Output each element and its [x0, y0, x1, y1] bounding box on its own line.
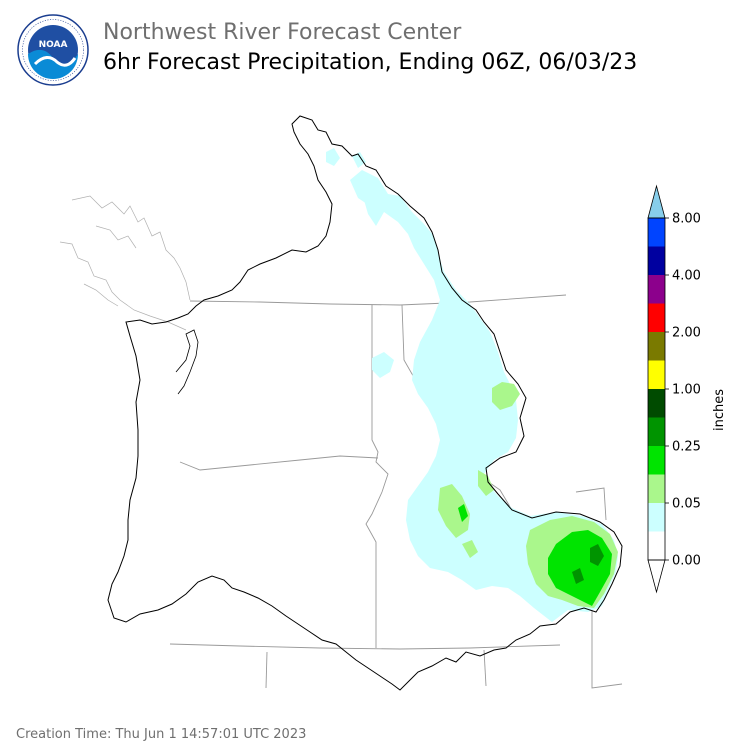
legend-tick-label: 2.00	[672, 326, 701, 341]
legend-bin	[648, 218, 665, 247]
noaa-logo-icon: NOAA	[17, 14, 89, 86]
legend-tick-label: 0.00	[672, 554, 701, 569]
puget-sound	[175, 329, 199, 395]
legend-under-arrow	[647, 559, 666, 594]
legend-bin	[648, 503, 665, 532]
precip-heavier	[572, 544, 604, 584]
legend-bin	[648, 275, 665, 304]
org-title: Northwest River Forecast Center	[103, 20, 462, 45]
legend-bin	[648, 360, 665, 389]
legend-unit-label: inches	[712, 389, 727, 431]
legend-bin	[648, 446, 665, 475]
product-title: 6hr Forecast Precipitation, Ending 06Z, …	[103, 50, 638, 75]
basin-outline	[107, 115, 623, 691]
legend-tick-label: 0.25	[672, 440, 701, 455]
legend-over-arrow	[647, 184, 666, 219]
legend-bin	[648, 332, 665, 361]
creation-time: Creation Time: Thu Jun 1 14:57:01 UTC 20…	[16, 727, 307, 742]
state-borders	[169, 294, 623, 689]
precip-light	[326, 148, 618, 622]
canada-coastline	[59, 195, 191, 331]
legend-bin	[648, 474, 665, 503]
legend-tick-label: 1.00	[672, 383, 701, 398]
legend-tick-label: 4.00	[672, 269, 701, 284]
legend-bin	[648, 246, 665, 275]
legend-ticks: 0.00 0.05 0.25 1.00 2.00 4.00 8.00	[665, 212, 701, 569]
legend-tick-label: 8.00	[672, 212, 701, 227]
legend-bin	[648, 417, 665, 446]
legend-tick-label: 0.05	[672, 497, 701, 512]
legend-color-bins	[647, 184, 666, 594]
logo-text: NOAA	[39, 40, 68, 50]
legend-bin	[648, 389, 665, 418]
legend-bin	[648, 303, 665, 332]
legend-colorbar: 0.00 0.05 0.25 1.00 2.00 4.00 8.00 inches	[647, 184, 727, 594]
legend-bin	[648, 531, 665, 560]
